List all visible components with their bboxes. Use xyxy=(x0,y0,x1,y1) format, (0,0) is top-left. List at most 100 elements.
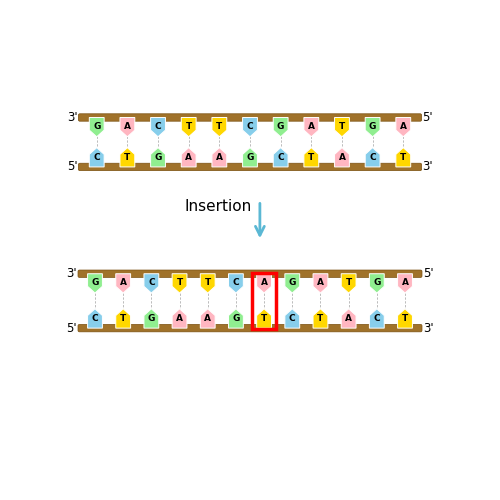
Text: G: G xyxy=(246,153,254,162)
Text: 3': 3' xyxy=(67,111,78,124)
Polygon shape xyxy=(304,118,318,137)
Polygon shape xyxy=(273,118,288,137)
Text: A: A xyxy=(345,314,352,324)
Text: C: C xyxy=(232,278,239,287)
Text: C: C xyxy=(94,153,100,162)
Text: G: G xyxy=(369,122,376,131)
Polygon shape xyxy=(182,118,196,137)
Polygon shape xyxy=(396,148,410,167)
Polygon shape xyxy=(285,309,300,328)
Text: A: A xyxy=(185,153,192,162)
Polygon shape xyxy=(285,274,300,293)
Text: T: T xyxy=(318,314,324,324)
Text: 5': 5' xyxy=(423,267,434,280)
Text: T: T xyxy=(120,314,126,324)
Polygon shape xyxy=(212,118,227,137)
FancyBboxPatch shape xyxy=(78,114,422,121)
Text: 5': 5' xyxy=(66,322,77,334)
Text: C: C xyxy=(374,314,380,324)
Text: A: A xyxy=(204,314,211,324)
Text: C: C xyxy=(148,278,154,287)
Polygon shape xyxy=(182,148,196,167)
Text: A: A xyxy=(338,153,345,162)
Text: C: C xyxy=(289,314,296,324)
Polygon shape xyxy=(242,118,258,137)
Text: 3': 3' xyxy=(422,160,433,173)
FancyBboxPatch shape xyxy=(78,163,422,170)
Text: A: A xyxy=(317,278,324,287)
Text: A: A xyxy=(120,278,126,287)
Polygon shape xyxy=(313,274,328,293)
Text: 3': 3' xyxy=(66,267,77,280)
Text: A: A xyxy=(308,122,315,131)
Text: A: A xyxy=(260,278,268,287)
Polygon shape xyxy=(334,118,349,137)
Text: G: G xyxy=(277,122,284,131)
Text: T: T xyxy=(308,153,314,162)
Text: T: T xyxy=(216,122,222,131)
Text: C: C xyxy=(92,314,98,324)
Polygon shape xyxy=(90,118,104,137)
Text: 3': 3' xyxy=(423,322,434,334)
Text: T: T xyxy=(124,153,130,162)
Text: T: T xyxy=(186,122,192,131)
Polygon shape xyxy=(313,309,328,328)
Polygon shape xyxy=(365,118,380,137)
Polygon shape xyxy=(228,274,244,293)
Text: T: T xyxy=(176,278,182,287)
Text: 5': 5' xyxy=(67,160,78,173)
Polygon shape xyxy=(120,118,135,137)
Text: G: G xyxy=(373,278,380,287)
Polygon shape xyxy=(116,309,130,328)
Polygon shape xyxy=(396,118,410,137)
Text: A: A xyxy=(216,153,223,162)
Polygon shape xyxy=(150,118,166,137)
Text: C: C xyxy=(370,153,376,162)
Polygon shape xyxy=(200,309,215,328)
Text: T: T xyxy=(400,153,406,162)
Polygon shape xyxy=(228,309,244,328)
Text: T: T xyxy=(402,314,408,324)
Polygon shape xyxy=(88,274,102,293)
Text: G: G xyxy=(92,278,98,287)
Text: A: A xyxy=(402,278,408,287)
Text: A: A xyxy=(176,314,183,324)
Text: G: G xyxy=(288,278,296,287)
Text: T: T xyxy=(346,278,352,287)
Polygon shape xyxy=(90,148,104,167)
Text: G: G xyxy=(148,314,155,324)
Polygon shape xyxy=(273,148,288,167)
Polygon shape xyxy=(398,309,412,328)
Polygon shape xyxy=(370,309,384,328)
Text: C: C xyxy=(154,122,162,131)
Bar xyxy=(252,273,276,329)
Polygon shape xyxy=(172,309,187,328)
Polygon shape xyxy=(256,309,272,328)
Text: G: G xyxy=(154,153,162,162)
Text: T: T xyxy=(204,278,211,287)
Text: A: A xyxy=(124,122,131,131)
Polygon shape xyxy=(341,309,356,328)
Polygon shape xyxy=(172,274,187,293)
Polygon shape xyxy=(341,274,356,293)
Polygon shape xyxy=(334,148,349,167)
Polygon shape xyxy=(116,274,130,293)
Text: T: T xyxy=(261,314,267,324)
FancyBboxPatch shape xyxy=(78,270,422,278)
Text: T: T xyxy=(339,122,345,131)
Text: C: C xyxy=(246,122,254,131)
Text: 5': 5' xyxy=(422,111,433,124)
Polygon shape xyxy=(144,274,159,293)
Polygon shape xyxy=(212,148,227,167)
Text: G: G xyxy=(232,314,239,324)
Text: A: A xyxy=(400,122,407,131)
Polygon shape xyxy=(398,274,412,293)
Polygon shape xyxy=(120,148,135,167)
Polygon shape xyxy=(242,148,258,167)
FancyBboxPatch shape xyxy=(78,324,422,332)
Polygon shape xyxy=(88,309,102,328)
Text: C: C xyxy=(278,153,284,162)
Polygon shape xyxy=(304,148,318,167)
Polygon shape xyxy=(200,274,215,293)
Polygon shape xyxy=(370,274,384,293)
